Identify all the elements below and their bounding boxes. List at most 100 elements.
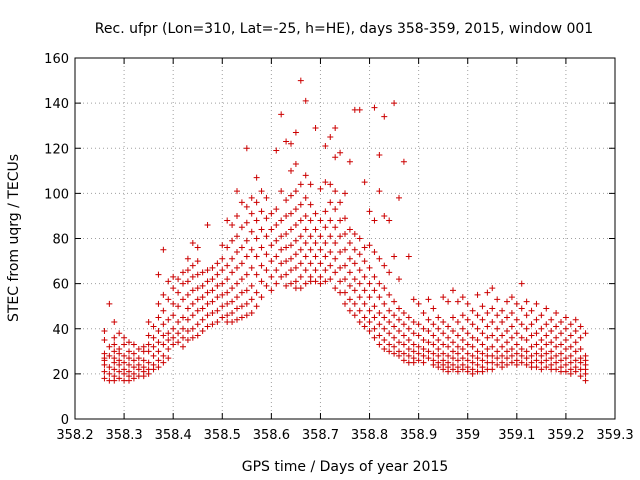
data-point [307, 181, 314, 188]
data-point [189, 262, 196, 269]
data-point [567, 343, 574, 350]
data-point [410, 318, 417, 325]
data-point [371, 303, 378, 310]
x-tick-label: 359.2 [547, 428, 584, 443]
data-point [219, 280, 226, 287]
data-point [238, 289, 245, 296]
data-point [494, 325, 501, 332]
data-point [135, 346, 142, 353]
data-point [454, 357, 461, 364]
data-point [430, 341, 437, 348]
data-point [332, 124, 339, 131]
data-point [381, 337, 388, 344]
data-point [209, 276, 216, 283]
data-point [371, 325, 378, 332]
data-point [111, 348, 118, 355]
data-point [533, 341, 540, 348]
data-point [327, 199, 334, 206]
data-point [450, 314, 456, 321]
data-point [445, 343, 452, 350]
data-point [317, 233, 324, 240]
data-point [243, 312, 250, 319]
data-point [248, 210, 255, 217]
data-point [425, 355, 432, 362]
data-point [400, 357, 407, 364]
data-point [224, 289, 231, 296]
data-point [577, 359, 584, 366]
data-point [420, 359, 427, 366]
data-point [189, 312, 196, 319]
data-point [302, 212, 309, 219]
data-point [562, 368, 569, 375]
data-point [278, 260, 285, 267]
data-point [165, 355, 172, 362]
data-point [337, 217, 344, 224]
data-point [405, 337, 412, 344]
data-point [234, 294, 240, 301]
data-point [160, 246, 167, 253]
data-point [101, 328, 108, 335]
data-point [366, 280, 373, 287]
data-point [572, 328, 579, 335]
data-point [420, 337, 427, 344]
data-point [553, 323, 560, 330]
data-point [346, 158, 353, 165]
data-point [391, 323, 398, 330]
data-point [263, 267, 270, 274]
data-point [145, 370, 152, 377]
data-point [145, 332, 152, 339]
data-point [523, 348, 530, 355]
data-point [150, 352, 157, 359]
data-point [224, 244, 231, 251]
data-point [445, 352, 452, 359]
data-point [292, 188, 299, 195]
data-point [474, 361, 481, 368]
data-point [405, 325, 412, 332]
data-point [337, 199, 344, 206]
data-point [371, 273, 378, 280]
data-point [464, 341, 471, 348]
data-point [155, 339, 162, 346]
data-point [508, 309, 515, 316]
data-point [371, 334, 378, 341]
data-point [504, 348, 510, 355]
data-point [292, 278, 299, 285]
y-tick-label: 120 [44, 142, 69, 157]
data-point [543, 332, 550, 339]
data-point [508, 334, 515, 341]
data-point [489, 285, 496, 292]
data-points [101, 77, 589, 384]
data-point [283, 230, 290, 237]
data-point [351, 300, 358, 307]
data-point [258, 278, 265, 285]
data-point [101, 375, 108, 382]
data-point [381, 262, 388, 269]
data-point [106, 352, 113, 359]
x-tick-label: 358.6 [253, 428, 290, 443]
data-point [494, 361, 501, 368]
data-point [342, 289, 348, 296]
data-point [538, 312, 545, 319]
data-point [474, 348, 481, 355]
data-point [273, 221, 280, 228]
data-point [567, 359, 574, 366]
data-point [513, 330, 520, 337]
data-point [562, 325, 569, 332]
data-point [469, 359, 476, 366]
data-point [543, 321, 550, 328]
data-point [361, 323, 368, 330]
data-point [435, 346, 442, 353]
data-point [283, 244, 290, 251]
data-point [317, 280, 324, 287]
data-point [459, 325, 466, 332]
data-point [410, 348, 417, 355]
data-point [425, 348, 432, 355]
data-point [165, 316, 172, 323]
data-point [204, 289, 211, 296]
data-point [479, 330, 486, 337]
data-point [464, 350, 471, 357]
data-point [312, 253, 319, 260]
data-point [405, 314, 412, 321]
data-point [538, 359, 545, 366]
